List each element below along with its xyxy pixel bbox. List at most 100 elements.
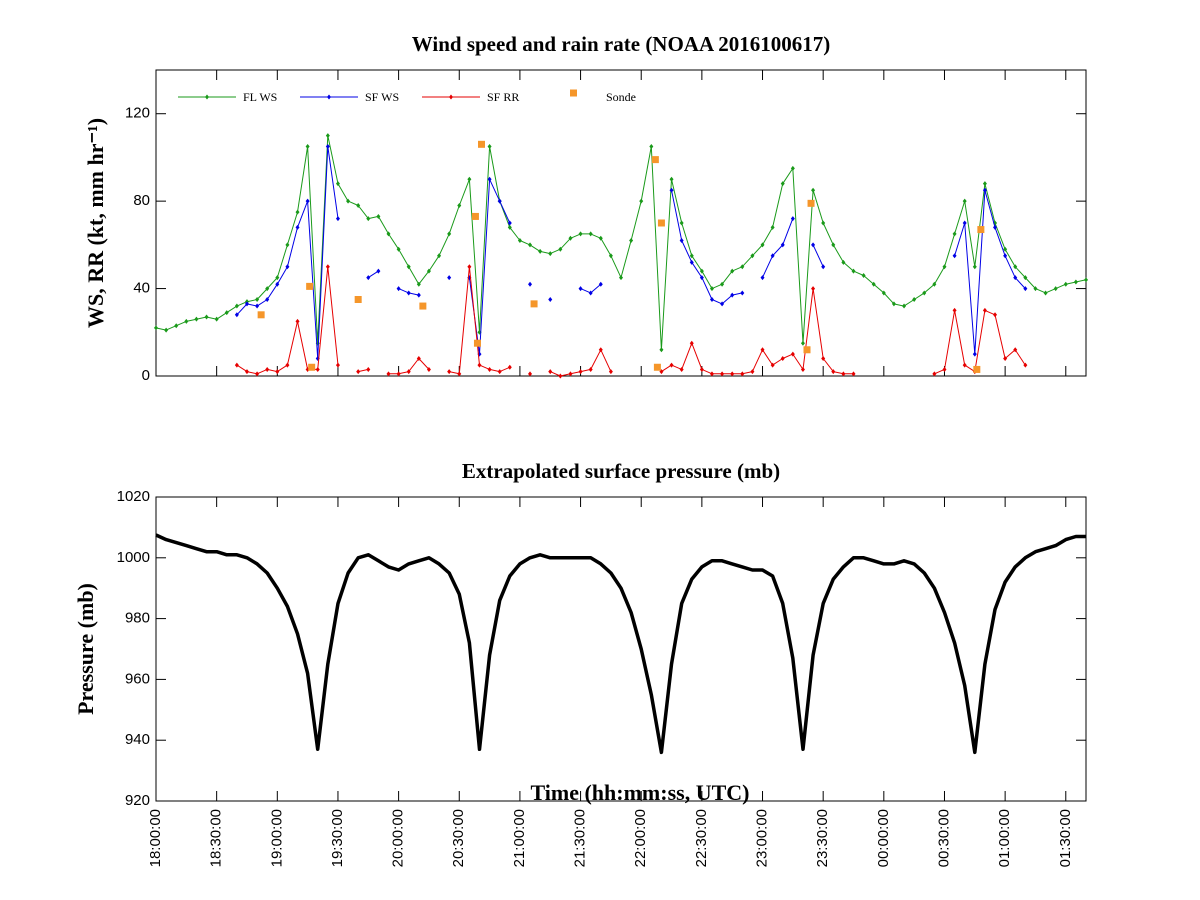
- point-marker: [1013, 264, 1018, 270]
- point-marker: [629, 237, 634, 243]
- point-marker: [932, 281, 937, 287]
- point-marker: [335, 362, 340, 368]
- point-marker: [578, 369, 583, 375]
- x-tick-label: 23:00:00: [753, 809, 770, 867]
- point-marker: [528, 281, 533, 287]
- point-marker: [396, 371, 401, 377]
- point-marker: [811, 187, 816, 193]
- point-marker: [699, 275, 704, 281]
- point-marker: [154, 325, 158, 331]
- point-marker: [295, 209, 300, 215]
- point-marker: [315, 366, 320, 372]
- point-marker: [346, 198, 351, 204]
- point-marker: [467, 176, 472, 182]
- point-marker: [305, 144, 310, 149]
- point-marker: [528, 371, 533, 377]
- point-marker: [386, 231, 391, 237]
- sonde-marker: [530, 300, 538, 308]
- point-marker: [295, 318, 300, 324]
- point-marker: [275, 369, 280, 375]
- point-marker: [851, 268, 856, 274]
- plot-frame: [155, 496, 1087, 802]
- point-marker: [669, 187, 674, 193]
- point-marker: [366, 216, 371, 222]
- point-marker: [811, 242, 816, 248]
- point-marker: [598, 347, 603, 353]
- point-marker: [396, 286, 401, 292]
- point-marker: [851, 371, 856, 377]
- point-marker: [214, 316, 219, 322]
- point-marker: [881, 290, 886, 296]
- sonde-marker: [473, 339, 481, 347]
- point-marker: [265, 297, 270, 302]
- point-marker: [376, 213, 381, 219]
- point-marker: [234, 312, 239, 318]
- point-marker: [568, 371, 573, 377]
- point-marker: [922, 290, 927, 296]
- point-marker: [1053, 286, 1058, 292]
- point-marker: [487, 144, 492, 149]
- legend-label: SF WS: [365, 90, 399, 104]
- point-marker: [335, 216, 340, 222]
- point-marker: [447, 369, 452, 375]
- point-marker: [720, 301, 725, 307]
- point-marker: [993, 224, 998, 230]
- point-marker: [740, 290, 745, 296]
- point-marker: [679, 220, 684, 226]
- point-marker: [325, 264, 330, 270]
- point-marker: [1033, 286, 1038, 292]
- point-marker: [821, 356, 826, 362]
- sonde-marker: [257, 311, 265, 319]
- point-marker: [416, 281, 421, 287]
- point-marker: [993, 312, 998, 318]
- point-marker: [406, 369, 411, 375]
- legend-label: Sonde: [606, 90, 636, 104]
- x-tick-label: 00:00:00: [875, 809, 892, 867]
- y-tick-label: 1000: [117, 549, 150, 566]
- point-marker: [366, 275, 371, 281]
- sonde-marker: [977, 226, 985, 234]
- point-marker: [780, 181, 785, 187]
- point-marker: [1003, 246, 1008, 252]
- point-marker: [669, 176, 674, 182]
- legend-marker: [570, 89, 577, 97]
- y-axis-label: Pressure (mb): [73, 583, 98, 715]
- point-marker: [588, 231, 593, 237]
- point-marker: [325, 144, 330, 149]
- sonde-marker: [807, 199, 815, 207]
- point-marker: [1073, 279, 1078, 285]
- point-marker: [760, 347, 765, 353]
- x-axis-label: Time (hh:mm:ss, UTC): [531, 780, 750, 805]
- point-marker: [477, 362, 482, 368]
- point-marker: [720, 371, 725, 377]
- point-marker: [184, 318, 189, 324]
- point-marker: [831, 369, 836, 375]
- point-marker: [335, 181, 340, 187]
- point-marker: [507, 220, 512, 226]
- point-marker: [578, 231, 583, 237]
- point-marker: [709, 297, 714, 302]
- point-marker: [426, 268, 431, 274]
- legend-marker: [327, 94, 331, 100]
- point-marker: [811, 286, 816, 292]
- point-marker: [871, 281, 876, 287]
- point-marker: [689, 259, 694, 265]
- point-marker: [447, 231, 452, 237]
- point-marker: [598, 235, 603, 241]
- point-marker: [649, 144, 654, 149]
- point-marker: [366, 366, 371, 372]
- point-marker: [548, 369, 553, 375]
- point-marker: [194, 316, 199, 322]
- point-marker: [821, 264, 826, 270]
- point-marker: [285, 242, 290, 248]
- point-marker: [275, 281, 280, 287]
- point-marker: [1013, 347, 1018, 353]
- point-marker: [406, 290, 411, 296]
- point-marker: [538, 248, 543, 254]
- x-tick-label: 01:30:00: [1057, 809, 1074, 867]
- plot-frame: [155, 69, 1087, 377]
- point-marker: [416, 356, 421, 362]
- point-marker: [770, 362, 775, 368]
- x-tick-label: 20:00:00: [390, 809, 407, 867]
